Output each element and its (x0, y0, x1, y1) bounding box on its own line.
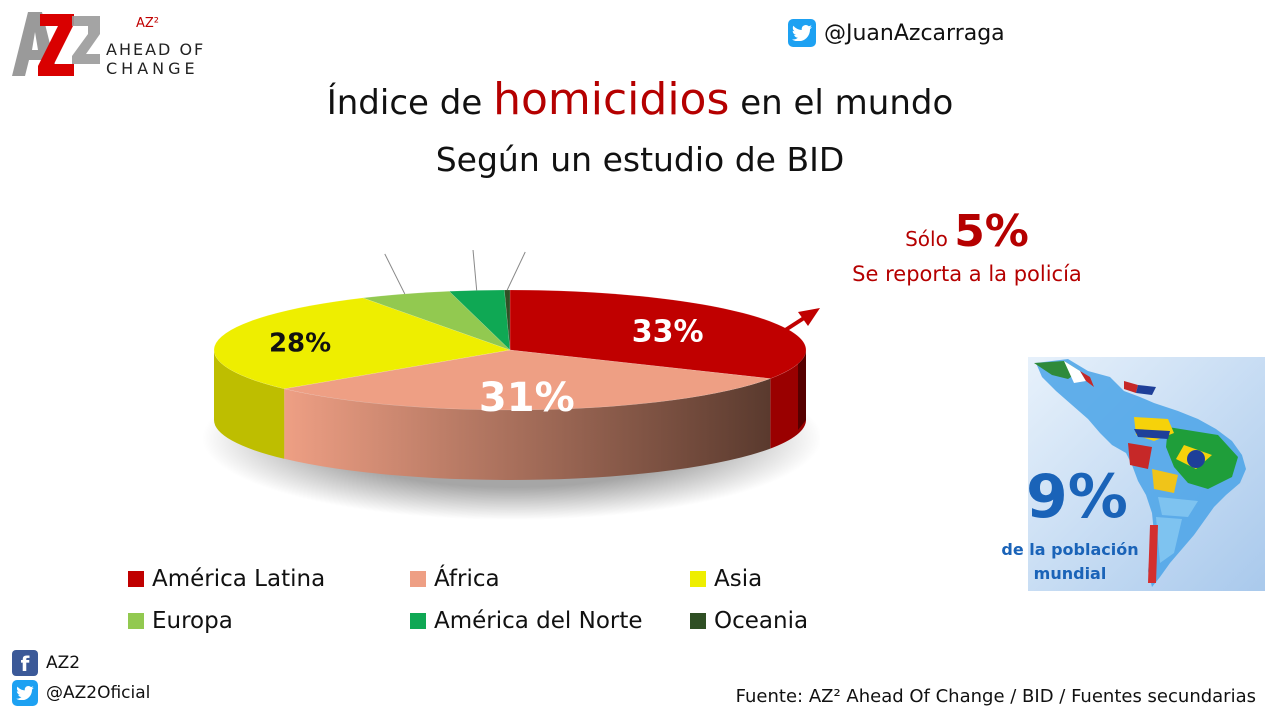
callout-pct: Sólo 5% (822, 206, 1112, 257)
chart-subtitle: Según un estudio de BID (435, 140, 845, 179)
leader-line-europa (384, 253, 406, 295)
pie-slice-africa (284, 349, 771, 411)
callout-text: Se reporta a la policía (852, 262, 1082, 286)
logo-text: AHEAD OF CHANGE (106, 40, 205, 78)
twitter-icon (788, 19, 816, 47)
callout-arrow-line (740, 316, 806, 360)
callout-arrow-head (798, 308, 820, 326)
legend-label: Europa (152, 608, 233, 634)
map-caption-line2: mundial (1033, 564, 1107, 583)
logo-line1: AHEAD OF (106, 40, 206, 59)
twitter-link-bottom[interactable]: @AZ2Oficial (12, 680, 150, 706)
twitter-handle-top[interactable]: @JuanAzcarraga (788, 18, 1005, 48)
az2-logo-mark (12, 12, 100, 76)
legend-swatch (410, 571, 426, 587)
legend-swatch (410, 613, 426, 629)
legend-swatch (128, 571, 144, 587)
legend-label: América Latina (152, 566, 326, 592)
legend-item-america-del-norte: América del Norte (410, 608, 643, 634)
leader-line-oceania (506, 251, 526, 291)
title-prefix: Índice de (326, 83, 494, 123)
chart-title: Índice de homicidios en el mundo (0, 74, 1280, 125)
map-caption-line1: de la población (1001, 540, 1139, 559)
facebook-icon: f (12, 650, 38, 676)
legend-item-asia: Asia (690, 566, 762, 592)
title-suffix: en el mundo (729, 83, 954, 123)
facebook-link[interactable]: f AZ2 (12, 650, 80, 676)
chart-legend: América Latina África Asia Europa América de… (128, 566, 888, 646)
leader-line-america-del-norte (472, 250, 478, 291)
legend-label: Asia (714, 566, 763, 592)
twitter-handle-bottom: @AZ2Oficial (46, 683, 151, 703)
az2-logo (12, 10, 104, 78)
pie-side-asia (214, 350, 285, 459)
twitter-icon (12, 680, 38, 706)
pie-chart: 33%31%28%5%3%0.3% (202, 250, 820, 520)
pie-slice-asia (213, 297, 511, 390)
legend-swatch (128, 613, 144, 629)
logo-line2: CHANGE (106, 59, 199, 78)
title-highlight: homicidios (493, 74, 730, 125)
data-label-africa: 31% (479, 375, 575, 421)
callout-value: 5% (954, 206, 1029, 257)
pie-slice-america-latina (509, 289, 807, 379)
map-percentage: 9% (1026, 462, 1128, 532)
twitter-handle-text: @JuanAzcarraga (824, 20, 1005, 46)
data-label-america-latina: 33% (632, 314, 704, 349)
legend-item-europa: Europa (128, 608, 233, 634)
legend-label: África (434, 566, 500, 592)
data-label-asia: 28% (269, 329, 331, 359)
legend-label: América del Norte (434, 608, 643, 634)
legend-item-africa: África (410, 566, 500, 592)
legend-item-oceania: Oceania (690, 608, 808, 634)
source-note: Fuente: AZ² Ahead Of Change / BID / Fuen… (735, 686, 1256, 707)
legend-label: Oceania (714, 608, 809, 634)
data-label-europa: 5% (355, 250, 399, 251)
pie-slice-europa (362, 291, 511, 351)
latin-america-map (1028, 357, 1265, 591)
pie-slice-america-del-norte (448, 289, 511, 351)
latin-america-map-image (1034, 359, 1246, 587)
facebook-handle: AZ2 (46, 653, 81, 673)
logo-small-text: AZ² (136, 16, 160, 31)
legend-swatch (690, 613, 706, 629)
pie-side-america-latina (770, 350, 806, 449)
pie-edge-america-latina (798, 350, 806, 430)
callout-solo: Sólo (905, 227, 955, 251)
pie-side-africa (284, 378, 771, 480)
map-caption: de la población mundial (990, 538, 1150, 586)
legend-swatch (690, 571, 706, 587)
legend-item-america-latina: América Latina (128, 566, 325, 592)
